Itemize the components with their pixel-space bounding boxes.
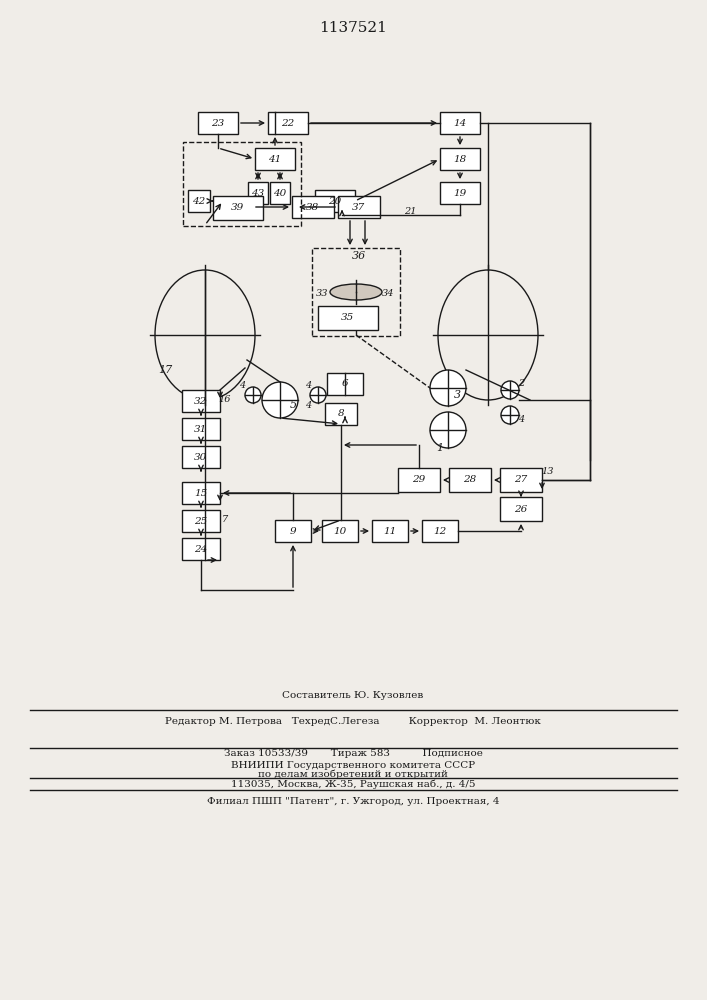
Text: 27: 27 (515, 476, 527, 485)
Text: 6: 6 (341, 379, 349, 388)
Bar (372, 520, 408, 542)
Text: 29: 29 (412, 476, 426, 485)
Text: 35: 35 (341, 314, 355, 322)
Text: ВНИИПИ Государственного комитета СССР: ВНИИПИ Государственного комитета СССР (231, 762, 475, 770)
Circle shape (430, 412, 466, 448)
Text: Редактор М. Петрова   ТехредС.Легеза         Корректор  М. Леонтюк: Редактор М. Петрова ТехредС.Легеза Корре… (165, 718, 541, 726)
Bar (440, 182, 480, 204)
Bar (248, 182, 268, 204)
Text: 31: 31 (194, 424, 208, 434)
Bar (182, 446, 220, 468)
Bar (198, 112, 238, 134)
Text: 33: 33 (316, 288, 328, 298)
Text: 17: 17 (158, 365, 172, 375)
Text: 1: 1 (436, 443, 443, 453)
Bar (440, 112, 480, 134)
Bar (275, 520, 311, 542)
Text: 32: 32 (194, 396, 208, 406)
Text: Заказ 10533/39       Тираж 583          Подписное: Заказ 10533/39 Тираж 583 Подписное (223, 750, 482, 758)
Text: 34: 34 (382, 288, 395, 298)
Text: 37: 37 (352, 202, 366, 212)
Circle shape (501, 406, 519, 424)
Circle shape (310, 387, 326, 403)
Text: 41: 41 (269, 154, 281, 163)
Bar (322, 520, 358, 542)
Text: 42: 42 (192, 196, 206, 206)
Text: 10: 10 (334, 526, 346, 536)
Bar (268, 112, 308, 134)
Bar (325, 403, 357, 425)
Text: 22: 22 (281, 118, 295, 127)
Text: 1137521: 1137521 (319, 21, 387, 35)
Bar (182, 418, 220, 440)
Text: 43: 43 (252, 188, 264, 198)
Bar (312, 248, 400, 336)
Text: 28: 28 (463, 476, 477, 485)
Bar (500, 497, 542, 521)
Text: 4: 4 (239, 380, 245, 389)
Bar (398, 468, 440, 492)
Text: 9: 9 (290, 526, 296, 536)
Text: 25: 25 (194, 516, 208, 526)
Text: 38: 38 (306, 202, 320, 212)
Text: 40: 40 (274, 188, 286, 198)
Text: 14: 14 (453, 118, 467, 127)
Text: по делам изобретений и открытий: по делам изобретений и открытий (258, 769, 448, 779)
Circle shape (262, 382, 298, 418)
Bar (315, 190, 355, 212)
Text: 20: 20 (328, 196, 341, 206)
Text: 4: 4 (518, 416, 524, 424)
Bar (338, 196, 380, 218)
Bar (449, 468, 491, 492)
Text: 4: 4 (305, 380, 311, 389)
Text: 5: 5 (289, 400, 296, 410)
Bar (255, 148, 295, 170)
Text: 11: 11 (383, 526, 397, 536)
Bar (182, 510, 220, 532)
Text: Составитель Ю. Кузовлев: Составитель Ю. Кузовлев (282, 692, 423, 700)
Text: 2: 2 (518, 379, 524, 388)
Text: 19: 19 (453, 188, 467, 198)
Text: 3: 3 (453, 390, 460, 400)
Text: 18: 18 (453, 154, 467, 163)
Text: 30: 30 (194, 452, 208, 462)
Text: 13: 13 (542, 468, 554, 477)
Circle shape (245, 387, 261, 403)
Bar (440, 148, 480, 170)
Text: 7: 7 (222, 514, 228, 524)
Text: 21: 21 (404, 208, 416, 217)
Text: 12: 12 (433, 526, 447, 536)
Text: 113035, Москва, Ж-35, Раушская наб., д. 4/5: 113035, Москва, Ж-35, Раушская наб., д. … (230, 779, 475, 789)
Text: 15: 15 (194, 488, 208, 497)
Bar (422, 520, 458, 542)
Text: 26: 26 (515, 504, 527, 514)
Bar (182, 390, 220, 412)
Bar (188, 190, 210, 212)
Text: 16: 16 (218, 394, 231, 403)
Text: 4: 4 (305, 401, 311, 410)
Circle shape (501, 381, 519, 399)
Bar (213, 196, 263, 220)
Bar (182, 482, 220, 504)
Bar (318, 306, 378, 330)
Bar (270, 182, 290, 204)
Text: 24: 24 (194, 544, 208, 554)
Text: 36: 36 (352, 251, 366, 261)
Text: 23: 23 (211, 118, 225, 127)
Circle shape (430, 370, 466, 406)
Bar (327, 373, 363, 395)
Ellipse shape (330, 284, 382, 300)
Bar (182, 538, 220, 560)
Bar (500, 468, 542, 492)
Text: 8: 8 (338, 410, 344, 418)
Bar (183, 142, 301, 226)
Text: Филиал ПШП "Патент", г. Ужгород, ул. Проектная, 4: Филиал ПШП "Патент", г. Ужгород, ул. Про… (206, 798, 499, 806)
Text: 39: 39 (231, 204, 245, 213)
Bar (292, 196, 334, 218)
